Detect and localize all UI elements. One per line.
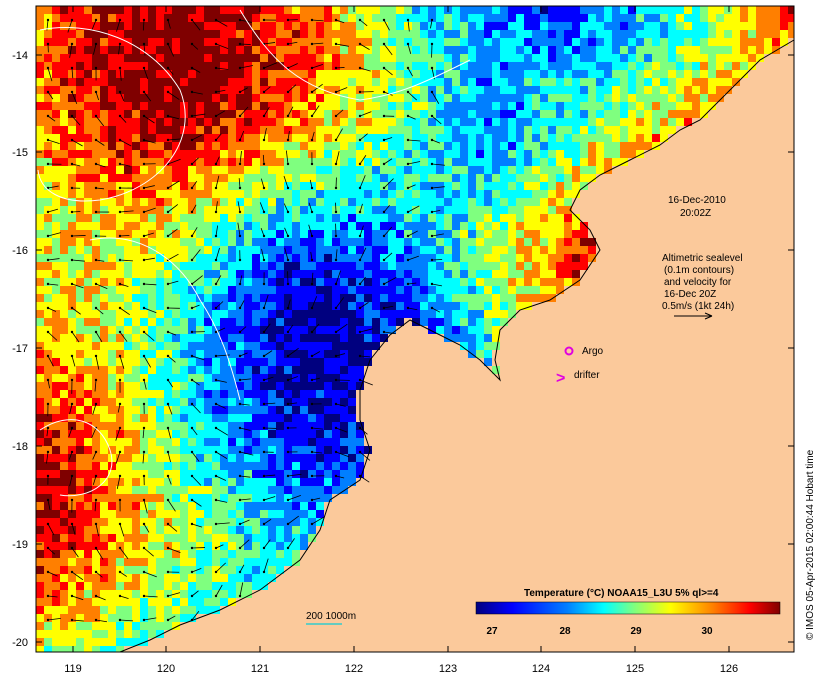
latitude-axis: -14 -15 -16 -17 -18 -19 -20 <box>12 50 794 649</box>
lat-tick-label: -16 <box>12 245 28 257</box>
legend-title: Temperature (°C) NOAA15_L3U 5% ql>=4 <box>524 588 719 599</box>
sealevel-contours <box>37 9 471 497</box>
lon-tick-label: 121 <box>251 663 269 675</box>
sst-raster <box>36 6 794 652</box>
lat-tick-label: -14 <box>12 50 28 62</box>
scale-arrow <box>674 312 713 320</box>
date-line-2: 20:02Z <box>680 208 711 219</box>
date-line-1: 16-Dec-2010 <box>668 195 726 206</box>
lon-tick-label: 124 <box>532 663 550 675</box>
longitude-axis: 119 120 121 122 123 124 125 126 <box>64 6 738 675</box>
lon-tick-label: 120 <box>157 663 175 675</box>
altimetry-note-1: Altimetric sealevel <box>662 253 743 264</box>
colorbar <box>475 601 781 615</box>
altimetry-note-3: and velocity for <box>664 277 732 288</box>
lon-tick-label: 122 <box>345 663 363 675</box>
argo-marker-icon <box>564 346 574 356</box>
map-frame <box>35 5 795 653</box>
colorbar-tick-label: 30 <box>701 626 713 637</box>
colorbar-tick-label: 28 <box>559 626 571 637</box>
lat-tick-label: -15 <box>12 147 28 159</box>
argo-label: Argo <box>582 346 604 357</box>
lat-tick-label: -20 <box>12 637 28 649</box>
lat-tick-label: -19 <box>12 539 28 551</box>
isobath-label: 200 1000m <box>306 611 356 622</box>
lon-tick-label: 126 <box>720 663 738 675</box>
drifter-marker-icon: > <box>556 370 565 387</box>
lat-tick-label: -17 <box>12 343 28 355</box>
copyright-text: © IMOS 05-Apr-2015 02:00:44 Hobart time <box>805 449 816 640</box>
altimetry-note-2: (0.1m contours) <box>664 265 734 276</box>
altimetry-note-5: 0.5m/s (1kt 24h) <box>662 301 734 312</box>
lon-tick-label: 123 <box>439 663 457 675</box>
altimetry-note-4: 16-Dec 20Z <box>664 289 716 300</box>
velocity-vectors <box>46 18 446 623</box>
lon-tick-label: 125 <box>626 663 644 675</box>
lat-tick-label: -18 <box>12 441 28 453</box>
colorbar-tick-label: 29 <box>630 626 642 637</box>
colorbar-ticks: 27 28 29 30 <box>486 626 713 637</box>
lon-tick-label: 119 <box>64 663 82 675</box>
drifter-label: drifter <box>574 370 600 381</box>
coastline <box>119 39 795 653</box>
colorbar-tick-label: 27 <box>486 626 498 637</box>
